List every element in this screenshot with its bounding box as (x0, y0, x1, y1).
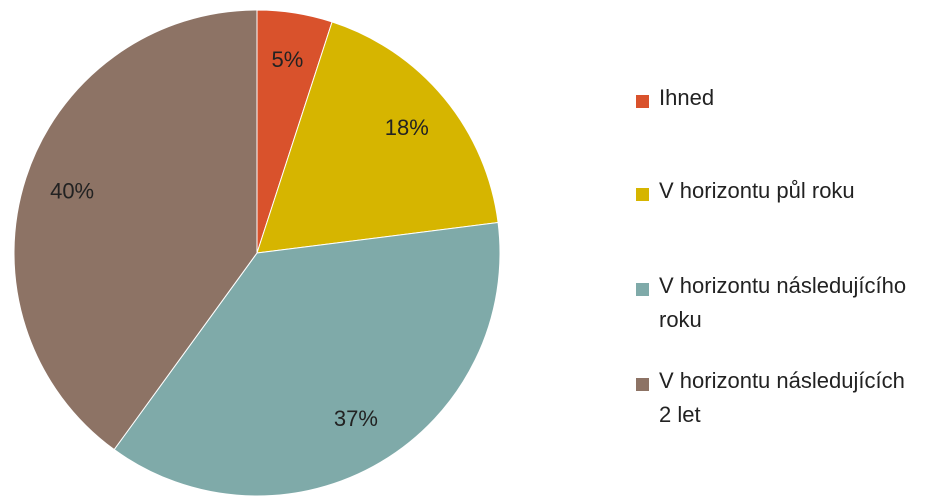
data-label: 5% (272, 47, 304, 72)
legend-item: V horizontu půl roku (636, 178, 921, 208)
chart: 5% 18% 37% 40% (13, 9, 501, 497)
legend-swatch (636, 283, 649, 296)
legend-swatch (636, 378, 649, 391)
pie-slice (113, 221, 501, 497)
legend-label: Ihned (659, 85, 715, 110)
legend-item: Ihned (636, 85, 921, 115)
legend-label: V horizontu následujících 2 let (659, 368, 905, 427)
data-label: 18% (385, 115, 429, 140)
legend-label: V horizontu následujícího roku (659, 273, 907, 332)
legend-swatch (636, 188, 649, 201)
data-label: 37% (334, 406, 378, 431)
pie-slice (13, 9, 258, 451)
data-label: 40% (50, 179, 94, 204)
legend-item: V horizontu následujících 2 let (636, 368, 921, 432)
legend-label: V horizontu půl roku (659, 178, 855, 203)
legend-item: V horizontu následujícího roku (636, 273, 921, 337)
legend-swatch (636, 95, 649, 108)
pie-slice (256, 21, 499, 254)
